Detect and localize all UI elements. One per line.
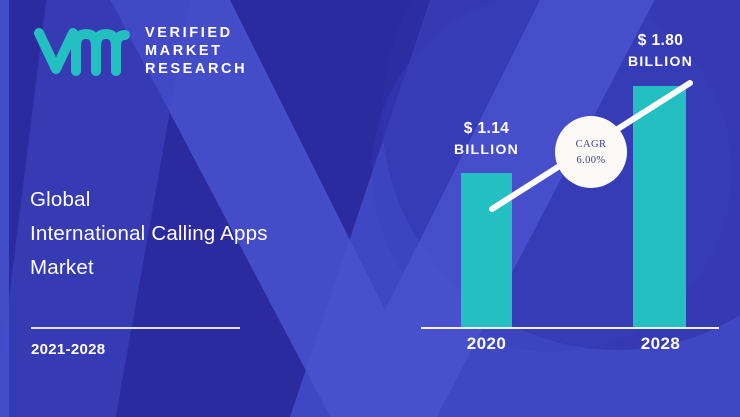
background-left-strip xyxy=(0,0,9,417)
brand-name-line-2: MARKET xyxy=(145,43,223,59)
bar-value-2020: $ 1.14 xyxy=(463,120,510,137)
brand-logo: VERIFIED MARKET RESEARCH xyxy=(33,25,247,77)
x-axis-label-2028: 2028 xyxy=(640,334,681,353)
brand-wordmark: VERIFIED MARKET RESEARCH xyxy=(145,25,247,77)
bar-value-label-2028: $ 1.80 BILLION xyxy=(608,30,713,72)
cagr-label: CAGR xyxy=(575,138,607,150)
chart-axis-line xyxy=(421,327,719,329)
cagr-callout: CAGR 6.00% xyxy=(555,116,627,188)
cagr-value: 6.00% xyxy=(576,154,606,166)
bar-unit-2020: BILLION xyxy=(453,141,520,157)
page-title: Global International Calling Apps Market xyxy=(30,183,360,285)
bar-2020 xyxy=(461,173,512,328)
title-divider xyxy=(31,327,240,329)
bar-value-label-2020: $ 1.14 BILLION xyxy=(436,118,537,160)
forecast-period-label: 2021-2028 xyxy=(31,341,106,358)
bar-2028 xyxy=(633,86,686,328)
title-line-2: International Calling Apps xyxy=(30,222,268,245)
x-axis-label-2020: 2020 xyxy=(466,334,507,353)
title-line-3: Market xyxy=(30,256,94,279)
bar-chart: $ 1.80 BILLION $ 1.14 BILLION CAGR 6.00%… xyxy=(418,0,740,417)
bar-value-2028: $ 1.80 xyxy=(637,32,684,49)
brand-name-line-3: RESEARCH xyxy=(145,61,248,77)
bar-unit-2028: BILLION xyxy=(627,53,694,69)
vmr-logo-icon xyxy=(34,28,130,76)
title-line-1: Global xyxy=(30,188,91,211)
brand-name-line-1: VERIFIED xyxy=(145,25,233,41)
